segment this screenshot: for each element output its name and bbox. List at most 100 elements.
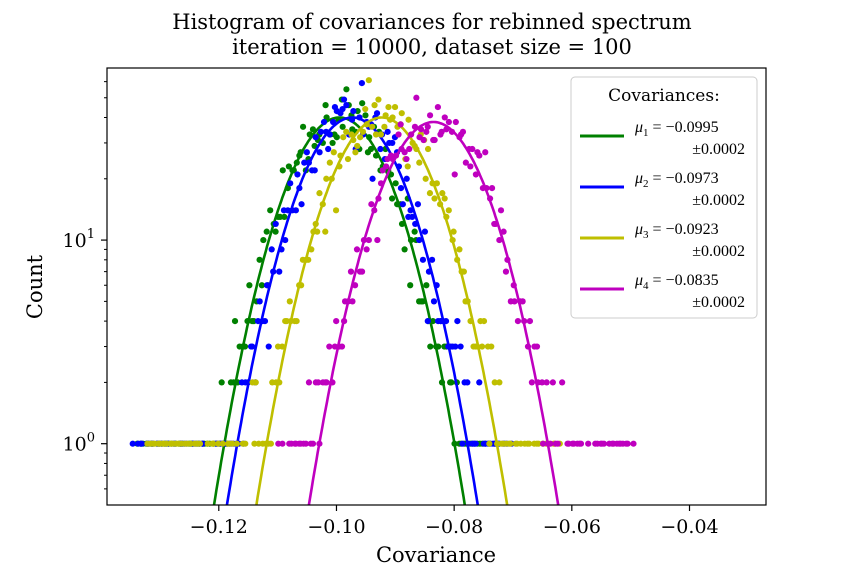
data-point — [287, 180, 294, 187]
data-point — [279, 440, 286, 447]
data-point — [450, 228, 457, 235]
legend-label: μ1 = −0.0995 — [634, 119, 719, 139]
data-point — [543, 379, 550, 386]
data-point — [267, 207, 274, 214]
data-point — [434, 103, 441, 111]
data-point — [317, 128, 324, 135]
x-tick-label: −0.06 — [543, 516, 601, 538]
data-point — [398, 110, 405, 117]
data-point — [371, 102, 378, 109]
data-point — [496, 379, 503, 386]
data-point — [365, 236, 372, 244]
data-point — [363, 246, 370, 253]
data-point — [486, 440, 493, 447]
data-point — [320, 118, 328, 126]
data-point — [294, 171, 301, 178]
data-point — [438, 128, 445, 135]
data-point — [339, 105, 346, 113]
data-point — [482, 149, 489, 156]
data-point — [196, 440, 204, 447]
data-point — [391, 103, 399, 111]
data-point — [600, 440, 608, 447]
data-point — [359, 128, 367, 135]
data-point — [383, 163, 390, 170]
data-point — [367, 145, 375, 153]
x-tick-label: −0.04 — [660, 516, 718, 538]
data-point — [428, 256, 436, 263]
data-point — [352, 149, 359, 156]
data-point — [385, 103, 392, 111]
data-point — [344, 155, 352, 163]
data-point — [373, 110, 381, 117]
data-point — [292, 207, 299, 214]
legend-entry-3: μ3 = −0.0923 ±0.0002 — [580, 221, 745, 260]
data-point — [333, 318, 340, 325]
data-point — [488, 185, 496, 192]
data-point — [577, 440, 585, 447]
data-point — [462, 159, 469, 166]
data-point — [358, 268, 366, 275]
x-axis: −0.12 −0.10 −0.08 −0.06 −0.04 — [190, 505, 719, 538]
data-point — [439, 190, 446, 197]
data-point — [272, 228, 279, 235]
data-point — [210, 440, 217, 447]
data-point — [362, 105, 369, 113]
data-point — [246, 282, 253, 289]
data-point — [286, 298, 293, 305]
data-point — [426, 112, 434, 119]
data-point — [218, 379, 225, 386]
fit-curve — [212, 116, 467, 505]
data-point — [347, 268, 355, 275]
data-point — [323, 379, 330, 386]
data-point — [349, 298, 356, 305]
data-point — [549, 379, 556, 386]
legend-label: μ3 = −0.0923 — [634, 221, 719, 241]
x-tick-label: −0.12 — [190, 516, 248, 538]
data-point — [323, 175, 330, 182]
data-point — [406, 145, 413, 153]
data-point — [469, 145, 476, 153]
data-point — [399, 201, 406, 208]
data-point — [256, 298, 263, 305]
data-point — [231, 318, 239, 325]
data-point — [265, 343, 272, 350]
data-point — [452, 343, 459, 350]
data-point — [507, 440, 514, 447]
data-point — [519, 298, 526, 305]
data-point — [353, 246, 361, 253]
data-point — [488, 343, 495, 350]
data-point — [585, 440, 592, 447]
data-point — [456, 246, 463, 253]
data-point — [326, 159, 333, 166]
data-point — [472, 440, 479, 447]
data-point — [315, 379, 322, 386]
x-tick-label: −0.08 — [425, 516, 483, 538]
data-point — [407, 282, 414, 289]
data-point — [459, 128, 467, 135]
data-point — [431, 136, 438, 144]
y-axis-label: Count — [23, 254, 47, 319]
data-point — [368, 201, 375, 208]
data-point — [441, 114, 448, 121]
data-point — [343, 128, 350, 135]
legend-entry-2: μ2 = −0.0973 ±0.0002 — [580, 170, 745, 209]
data-point — [467, 163, 474, 170]
data-point — [343, 102, 350, 109]
data-point — [431, 195, 438, 202]
data-point — [323, 114, 330, 121]
data-point — [343, 86, 350, 93]
legend-entry-4: μ4 = −0.0835 ±0.0002 — [580, 272, 745, 311]
data-point — [357, 134, 364, 141]
legend-error: ±0.0002 — [692, 243, 745, 260]
data-point — [267, 440, 274, 447]
data-point — [491, 379, 498, 386]
data-point — [497, 207, 505, 214]
data-point — [372, 131, 380, 138]
data-point — [526, 440, 533, 447]
data-point — [476, 152, 483, 159]
data-point — [254, 318, 262, 325]
series-4 — [275, 94, 637, 505]
data-point — [538, 379, 546, 386]
data-point — [404, 163, 411, 170]
data-point — [441, 195, 448, 202]
